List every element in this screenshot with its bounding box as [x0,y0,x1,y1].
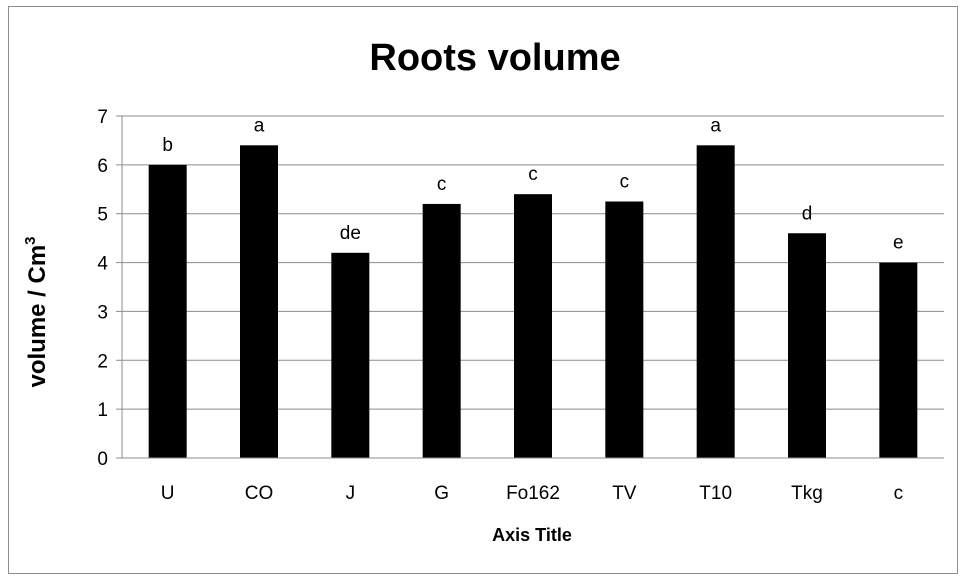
x-tick-label: G [434,483,449,504]
bar-fo162 [514,194,552,458]
significance-label: c [528,164,538,185]
x-tick-label: Fo162 [506,483,560,504]
y-tick-label: 2 [97,351,108,372]
x-tick-label: T10 [699,483,732,504]
significance-label: c [620,172,630,193]
significance-label: e [893,233,904,254]
y-tick-label: 4 [97,254,108,275]
significance-label: de [340,223,361,244]
significance-label: c [437,174,447,195]
chart-title: Roots volume [369,37,620,79]
bar-g [422,203,461,458]
y-tick-label: 7 [97,107,108,128]
y-tick-labels: 0 1 2 3 4 5 6 7 [97,107,122,470]
significance-label: b [162,135,173,156]
bar-c [879,262,918,458]
y-axis-title: volume / Cm3 [22,236,51,387]
x-axis-title: Axis Title [492,525,572,545]
bar-tv [605,201,644,458]
bar-tkg [788,233,826,458]
y-axis-title-superscript: 3 [22,236,39,244]
y-tick-label: 5 [97,205,108,226]
y-tick-label: 1 [97,400,108,421]
bar-co [240,145,278,459]
bar-t10 [696,145,735,459]
y-tick-label: 6 [97,156,108,177]
x-tick-label: TV [612,483,637,504]
x-tick-labels: U CO J G Fo162 TV T10 Tkg c [161,483,903,504]
x-tick-label: J [346,483,356,504]
x-tick-label: U [161,483,175,504]
bar-j [331,252,370,458]
significance-label: a [254,115,265,136]
bar-u [148,164,187,458]
y-axis-title-text: volume / Cm [24,245,51,388]
x-tick-label: Tkg [791,483,823,504]
significance-label: d [802,203,813,224]
y-tick-label: 0 [97,449,108,470]
bars [148,145,918,459]
y-tick-label: 3 [97,302,108,323]
x-tick-label: CO [245,483,274,504]
x-tick-label: c [894,483,904,504]
significance-label: a [710,115,721,136]
